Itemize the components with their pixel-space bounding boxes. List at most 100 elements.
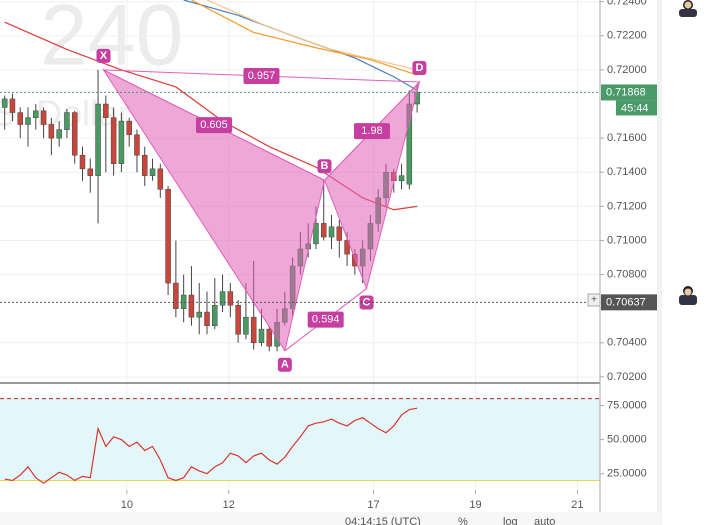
point-badge	[277, 357, 292, 372]
candle-body	[87, 168, 94, 176]
candle-body	[134, 134, 140, 156]
candle-body	[227, 291, 234, 306]
candle-body	[188, 294, 195, 318]
price-badge	[601, 84, 657, 101]
point-badge	[359, 295, 374, 310]
candle-body	[320, 223, 327, 238]
watermark: 240	[40, 0, 184, 84]
candle-body	[79, 154, 86, 170]
candle-body	[235, 305, 241, 335]
ratio-label: 0.605	[200, 119, 228, 131]
y-tick-label: 0.70800	[607, 268, 647, 280]
y-tick-label: 0.70400	[607, 337, 647, 349]
moving-average	[191, 0, 418, 76]
y-tick-label: 0.72200	[607, 30, 647, 42]
candle-body	[141, 154, 148, 176]
point-badge	[96, 48, 111, 63]
candle-body	[250, 316, 257, 344]
toolbar	[0, 512, 662, 525]
candle-body	[56, 129, 62, 139]
countdown: 45:44	[621, 102, 649, 114]
candle-body	[40, 110, 47, 125]
ratio-label: 1.98	[361, 125, 382, 137]
y-tick-label: 25.0000	[607, 468, 647, 480]
candle-body	[173, 282, 179, 309]
candle-body	[25, 117, 31, 125]
candle-body	[71, 112, 78, 156]
rsi-line	[4, 407, 418, 484]
candle-body	[180, 294, 187, 309]
candle-body	[313, 223, 319, 245]
add-button[interactable]	[587, 293, 601, 307]
plus-icon: +	[591, 295, 597, 306]
point-label: A	[281, 359, 289, 371]
point-badge	[317, 159, 332, 174]
ratio-label: 0.594	[312, 314, 340, 326]
y-tick-label: 0.72000	[607, 64, 647, 76]
point-label: D	[415, 62, 423, 74]
candle-body	[398, 175, 405, 182]
y-tick-label: 0.71400	[607, 166, 647, 178]
x-tick-label: 10	[121, 499, 133, 511]
band	[0, 398, 600, 481]
candle-body	[344, 240, 350, 255]
y-tick-label: 0.71000	[607, 234, 647, 246]
candle-body	[33, 110, 39, 118]
candle-body	[212, 305, 218, 326]
countdown-badge	[616, 100, 657, 116]
candle-body	[165, 189, 171, 284]
candle-body	[219, 291, 226, 306]
x-tick-label: 19	[469, 499, 481, 511]
point-badge	[412, 61, 427, 76]
ratio-badge	[353, 123, 390, 140]
candle-body	[1, 98, 8, 108]
candle-body	[103, 103, 109, 118]
x-tick-label: 12	[223, 499, 235, 511]
toolbar-button[interactable]: auto	[534, 516, 555, 525]
candle-body	[336, 226, 343, 241]
y-tick-label: 50.0000	[607, 433, 647, 445]
candle-body	[17, 112, 23, 125]
candle-body	[9, 98, 16, 113]
point-label: B	[321, 160, 329, 172]
price-label: 0.70637	[606, 296, 646, 308]
ratio-label: 0.957	[248, 70, 276, 82]
candle-body	[157, 168, 164, 190]
toolbar-time: 04:14:15 (UTC)	[345, 516, 421, 525]
candle-body	[95, 103, 101, 176]
candle-body	[149, 168, 156, 176]
candle-body	[48, 124, 55, 139]
candle-body	[243, 316, 249, 335]
price-label: 0.71868	[606, 86, 646, 98]
ratio-badge	[196, 117, 233, 134]
ratio-badge	[307, 311, 344, 328]
scrollbar[interactable]	[657, 0, 662, 512]
toolbar-button[interactable]: %	[458, 516, 468, 525]
y-tick-label: 0.70200	[607, 371, 647, 383]
y-tick-label: 0.72400	[607, 0, 647, 8]
point-label: X	[100, 50, 108, 62]
avatar[interactable]	[679, 0, 697, 17]
ratio-badge	[243, 67, 280, 84]
y-tick-label: 0.71200	[607, 200, 647, 212]
x-tick-label: 17	[367, 499, 379, 511]
candle-body	[196, 311, 202, 318]
candle-body	[64, 112, 70, 130]
candle-body	[118, 120, 125, 164]
avatar[interactable]	[679, 286, 697, 305]
price-badge	[601, 294, 657, 311]
y-tick-label: 0.71600	[607, 132, 647, 144]
point-label: C	[363, 296, 371, 308]
sidebar	[662, 0, 706, 525]
candle-body	[258, 328, 265, 344]
candle-body	[110, 117, 117, 164]
toolbar-button[interactable]: log	[503, 516, 518, 525]
y-tick-label: 75.0000	[607, 399, 647, 411]
candle-body	[328, 226, 335, 238]
moving-average	[206, 0, 418, 71]
candle-body	[126, 120, 132, 135]
candle-body	[204, 311, 210, 326]
